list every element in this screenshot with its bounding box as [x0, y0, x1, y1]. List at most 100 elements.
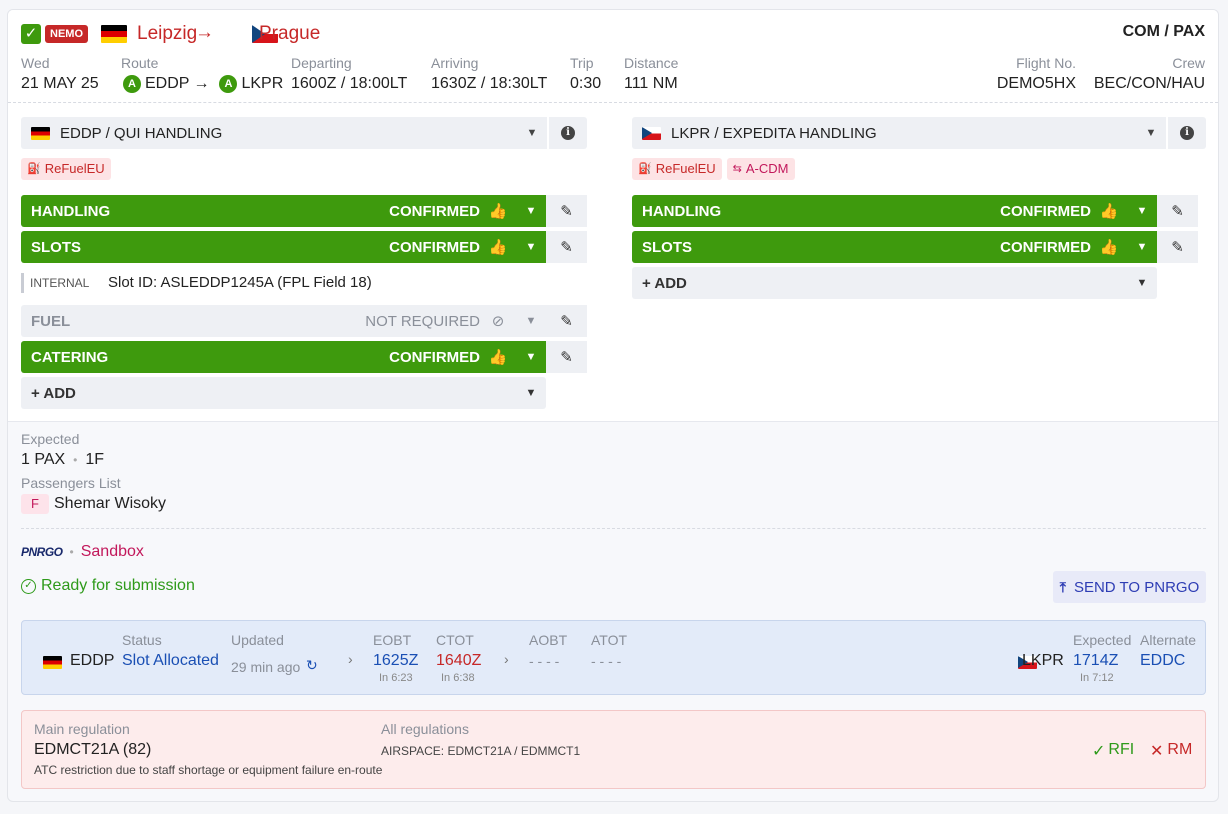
pax-summary: 1 PAX • 1F — [21, 451, 104, 469]
send-to-pnrgo-button[interactable]: ⤒ SEND TO PNRGO — [1053, 571, 1206, 603]
dep-add-service-button[interactable]: + ADD ▼ — [21, 377, 546, 409]
route-arrow-small: → — [193, 75, 210, 92]
pencil-icon: ✎ — [560, 203, 573, 220]
refueleu-tag[interactable]: ⛽ ReFuelEU — [21, 158, 111, 180]
crew-label: Crew — [1172, 55, 1205, 71]
thumbs-up-icon: 👍 — [488, 203, 508, 220]
route-to[interactable]: LKPR — [241, 75, 284, 92]
chevron-down-icon[interactable]: ▼ — [1136, 241, 1148, 253]
from-city[interactable]: Leipzig — [137, 23, 198, 44]
edit-button[interactable]: ✎ — [546, 341, 587, 373]
flight-date: 21 MAY 25 — [21, 75, 99, 92]
route-arrow: → — [195, 22, 214, 43]
dep-handler-info-button[interactable]: i — [547, 117, 587, 149]
atot-value: - - - - — [591, 653, 622, 669]
thumbs-up-icon: 👍 — [1099, 239, 1119, 256]
expected-arrival-label: Expected — [1073, 632, 1132, 648]
germany-flag-icon — [43, 656, 62, 670]
arriving-label: Arriving — [431, 55, 479, 71]
expected-label: Expected — [21, 431, 80, 447]
dep-tags: ⛽ ReFuelEU — [21, 158, 111, 180]
chevron-down-icon[interactable]: ▼ — [525, 315, 537, 327]
fuel-pump-icon: ⛽ — [27, 163, 41, 175]
alternate-value: EDDC — [1140, 652, 1186, 669]
ctot-value: 1640Z — [436, 652, 482, 669]
divider — [8, 102, 1218, 103]
confirmed-check-icon[interactable]: ✓ — [21, 24, 41, 44]
thumbs-up-icon: 👍 — [1099, 203, 1119, 220]
passenger-name[interactable]: Shemar Wisoky — [54, 495, 167, 512]
all-regulations-value: AIRSPACE: EDMCT21A / EDMMCT1 — [381, 744, 581, 758]
arr-handler-select[interactable]: LKPR / EXPEDITA HANDLING ▼ i — [632, 117, 1206, 149]
dep-service-slots[interactable]: SLOTS CONFIRMED 👍 ▼ ✎ — [21, 231, 587, 263]
dep-handler-name: EDDP / QUI HANDLING — [60, 124, 223, 142]
czech-flag-icon — [252, 25, 279, 43]
close-icon: ✕ — [1150, 743, 1164, 760]
internal-label: INTERNAL — [30, 276, 90, 290]
eobt-in: In 6:23 — [379, 672, 413, 684]
passenger-row[interactable]: F Shemar Wisoky — [21, 494, 166, 514]
distance-value: 111 NM — [624, 75, 678, 92]
internal-note: Slot ID: ASLEDDP1245A (FPL Field 18) — [108, 274, 372, 291]
check-circle-icon: ✓ — [21, 578, 36, 594]
pax-separator: • — [73, 453, 78, 467]
check-icon: ✓ — [1092, 743, 1106, 760]
route-from[interactable]: EDDP — [145, 75, 190, 92]
refresh-icon[interactable]: ↻ — [306, 657, 318, 673]
chevron-down-icon[interactable]: ▼ — [1145, 127, 1157, 139]
aobt-label: AOBT — [529, 632, 568, 648]
fuel-pump-icon: ⛽ — [638, 163, 652, 175]
alternate-label: Alternate — [1140, 632, 1197, 648]
arr-handler-info-button[interactable]: i — [1166, 117, 1206, 149]
chevron-down-icon[interactable]: ▼ — [525, 241, 537, 253]
arr-handler-name: LKPR / EXPEDITA HANDLING — [671, 124, 877, 142]
arr-add-service-button[interactable]: + ADD ▼ — [632, 267, 1157, 299]
expected-arrival-value: 1714Z — [1073, 652, 1119, 669]
edit-button[interactable]: ✎ — [1157, 195, 1198, 227]
dep-service-handling[interactable]: HANDLING CONFIRMED 👍 ▼ ✎ — [21, 195, 587, 227]
rfi-button[interactable]: ✓ RFI — [1092, 741, 1135, 760]
eobt-value: 1625Z — [373, 652, 419, 669]
nemo-badge: NEMO — [45, 25, 88, 43]
chevron-down-icon[interactable]: ▼ — [1136, 205, 1148, 217]
chevron-down-icon[interactable]: ▼ — [526, 127, 538, 139]
rm-button[interactable]: ✕ RM — [1150, 741, 1193, 760]
ready-status: ✓ Ready for submission — [21, 577, 195, 595]
dep-service-fuel[interactable]: FUEL NOT REQUIRED ⊘ ▼ ✎ — [21, 305, 587, 337]
departing-value: 1600Z / 18:00LT — [291, 75, 408, 92]
acdm-tag[interactable]: ⇆ A-CDM — [726, 158, 795, 180]
main-regulation-label: Main regulation — [34, 721, 130, 737]
chevron-down-icon[interactable]: ▼ — [525, 351, 537, 363]
route-value: A EDDP → A LKPR — [123, 75, 283, 93]
chevron-down-icon[interactable]: ▼ — [525, 205, 537, 217]
pencil-icon: ✎ — [1171, 203, 1184, 220]
edit-button[interactable]: ✎ — [546, 231, 587, 263]
pnrgo-env: Sandbox — [80, 543, 144, 560]
pencil-icon: ✎ — [560, 349, 573, 366]
to-city[interactable]: Prague — [259, 23, 321, 44]
dep-handler-select[interactable]: EDDP / QUI HANDLING ▼ i — [21, 117, 587, 149]
pnrgo-logo: PNRGO — [21, 545, 63, 559]
dep-service-catering[interactable]: CATERING CONFIRMED 👍 ▼ ✎ — [21, 341, 587, 373]
internal-note-bar — [21, 273, 24, 293]
regulation-description: ATC restriction due to staff shortage or… — [34, 763, 383, 777]
chevron-down-icon[interactable]: ▼ — [525, 387, 537, 399]
flight-no-value: DEMO5HX — [996, 75, 1076, 92]
arr-service-handling[interactable]: HANDLING CONFIRMED 👍 ▼ ✎ — [632, 195, 1198, 227]
edit-button[interactable]: ✎ — [1157, 231, 1198, 263]
pnrgo-header: PNRGO • Sandbox — [21, 543, 144, 561]
pnrgo-separator: • — [69, 545, 74, 559]
ctot-in: In 6:38 — [441, 672, 475, 684]
chevron-down-icon[interactable]: ▼ — [1136, 277, 1148, 289]
edit-button[interactable]: ✎ — [546, 305, 587, 337]
info-icon: i — [1180, 126, 1194, 140]
germany-flag-icon — [101, 25, 127, 43]
refueleu-tag[interactable]: ⛽ ReFuelEU — [632, 158, 722, 180]
edit-button[interactable]: ✎ — [546, 195, 587, 227]
airport-a-icon: A — [219, 75, 238, 93]
airport-a-icon: A — [123, 75, 141, 93]
thumbs-up-icon: 👍 — [488, 239, 508, 256]
arr-service-slots[interactable]: SLOTS CONFIRMED 👍 ▼ ✎ — [632, 231, 1198, 263]
czech-flag-icon — [642, 126, 661, 140]
ctot-label: CTOT — [436, 632, 474, 648]
